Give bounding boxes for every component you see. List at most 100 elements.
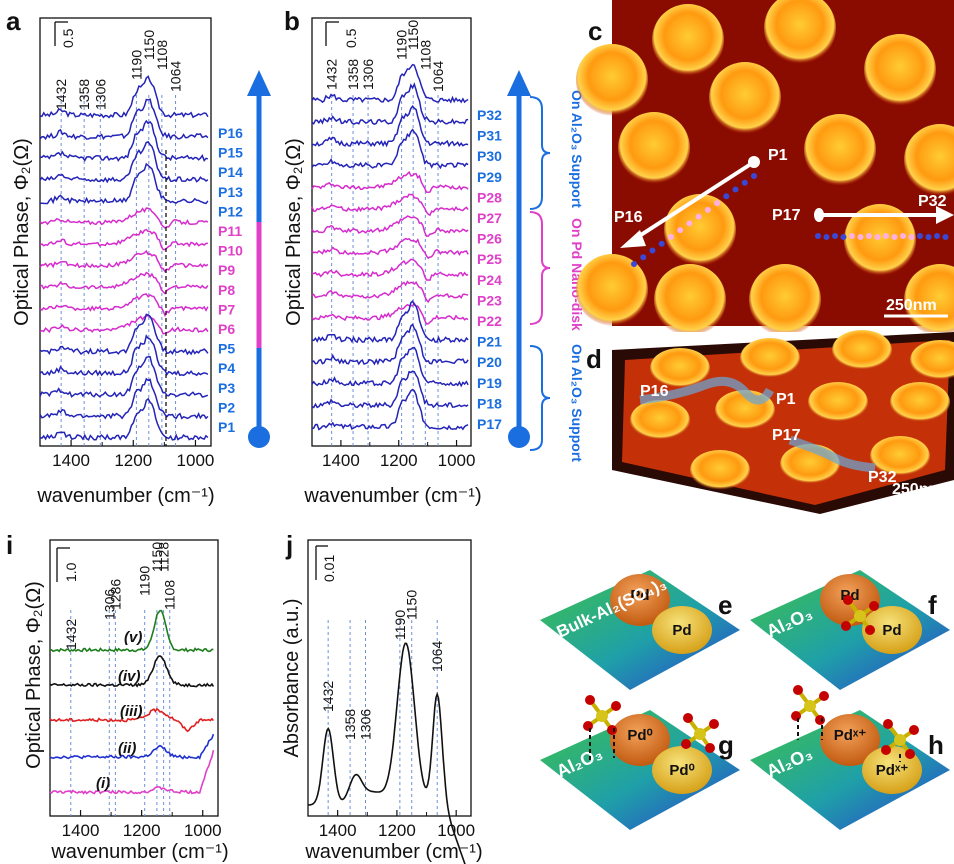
spectrum-line <box>311 170 469 194</box>
position-label: P15 <box>218 145 243 161</box>
nanodisk <box>650 348 710 388</box>
position-label: P8 <box>218 282 235 298</box>
measurement-point <box>658 240 665 247</box>
pd-disk <box>652 606 712 654</box>
measurement-point <box>667 233 674 240</box>
peak-label: 1190 <box>394 30 410 60</box>
measurement-point <box>686 220 693 227</box>
spectrum-line <box>311 258 469 282</box>
spectrum-line <box>311 237 469 260</box>
spectrum-line <box>49 707 215 733</box>
position-label: P21 <box>477 334 502 350</box>
tick-label: 1400 <box>322 451 360 470</box>
peak-label: 1358 <box>76 79 92 110</box>
spectrum-line <box>311 388 469 431</box>
tick-label: 1000 <box>184 821 222 840</box>
img-d-label-p32: P32 <box>868 469 897 486</box>
peak-label: 1306 <box>92 79 108 110</box>
peak-label: 1190 <box>392 610 408 640</box>
spectrum-line <box>39 119 209 162</box>
panel-label-i: i <box>6 530 13 560</box>
spectrum-line <box>39 377 209 420</box>
oxygen-atom <box>585 695 595 705</box>
spectrum-line <box>39 141 209 184</box>
scale-bar-b: 0.5 <box>325 21 359 48</box>
peak-label: 1432 <box>63 619 79 650</box>
peak-label: 1064 <box>168 61 184 92</box>
oxygen-atom <box>841 621 851 631</box>
panel-label-a: a <box>6 6 21 36</box>
panel-c: c P1 P16 P17 P32 250nm <box>576 0 954 336</box>
spectrum-label: (ii) <box>118 740 136 757</box>
oxygen-atom <box>583 721 593 731</box>
scale-bar-c-label: 250nm <box>886 297 937 314</box>
spectrum-line <box>39 397 209 441</box>
oxygen-atom <box>869 601 879 611</box>
measurement-point <box>866 233 872 239</box>
schematic-h: Pdˣ⁺Pdˣ⁺Al₂O₃ h <box>750 685 950 830</box>
nanodisk <box>864 34 936 106</box>
spectrum-line <box>49 609 214 653</box>
pd-label: Pd <box>672 622 691 639</box>
measurement-point <box>849 233 855 239</box>
measurement-points-c <box>631 173 949 267</box>
pd-disk <box>610 574 670 626</box>
pd-disk <box>862 606 922 654</box>
measurement-point <box>874 234 881 240</box>
measurement-point <box>640 254 647 261</box>
tick-label: 1000 <box>437 821 475 840</box>
oxygen-atom <box>881 745 891 755</box>
spectrum-line <box>311 302 469 325</box>
measurement-point <box>823 234 830 240</box>
nanodisk <box>618 112 690 184</box>
measurement-point <box>649 247 656 254</box>
measurement-point <box>891 234 898 240</box>
oxygen-atom <box>709 719 719 729</box>
oxygen-atom <box>791 711 801 721</box>
nanodisk <box>808 382 868 422</box>
panel-label-h: h <box>928 730 944 760</box>
spectrum-line <box>39 162 209 205</box>
tick-label: 1200 <box>114 451 152 470</box>
nanodisk <box>654 264 726 336</box>
nanodisk <box>870 436 930 476</box>
oxygen-atom <box>905 749 915 759</box>
scale-bar-b-label: 0.5 <box>343 28 359 48</box>
position-label: P26 <box>477 231 502 247</box>
scale-bar-i-label: 1.0 <box>63 562 79 582</box>
support-slab <box>540 570 740 690</box>
plot-frame-i <box>49 539 219 817</box>
support-label-top: On Al₂O₃ Support <box>569 90 585 208</box>
peak-label: 1358 <box>342 709 358 740</box>
panel-label-c: c <box>588 16 602 46</box>
pd-label: Pdˣ⁺ <box>834 727 867 744</box>
peak-label: 1128 <box>156 542 172 572</box>
nanodisk <box>749 264 821 336</box>
position-label: P18 <box>477 395 502 411</box>
position-label: P27 <box>477 210 502 226</box>
spectrum-line <box>311 128 469 170</box>
pd-label: Pd <box>630 587 649 604</box>
absorbance-spectrum <box>307 642 466 864</box>
spectrum-line <box>311 193 469 217</box>
measurement-point <box>677 227 684 234</box>
position-label: P13 <box>218 184 243 200</box>
img-d-label-p16: P16 <box>640 383 669 400</box>
spectrum-line <box>39 334 209 377</box>
oxygen-atom <box>705 743 715 753</box>
position-label: P32 <box>477 107 502 123</box>
support-slab <box>750 570 950 690</box>
support-braces <box>529 96 551 451</box>
panel-label-e: e <box>718 590 732 620</box>
measurement-point <box>815 233 821 239</box>
panel-d: d P16 P1 P17 P32 250nm <box>586 330 954 514</box>
nanodisk <box>844 204 916 276</box>
spectrum-line <box>39 249 209 273</box>
peak-label: 1358 <box>345 59 361 90</box>
spectrum-label: (iii) <box>120 703 143 720</box>
spectrum-label: (v) <box>124 629 142 646</box>
oxygen-atom <box>883 719 893 729</box>
